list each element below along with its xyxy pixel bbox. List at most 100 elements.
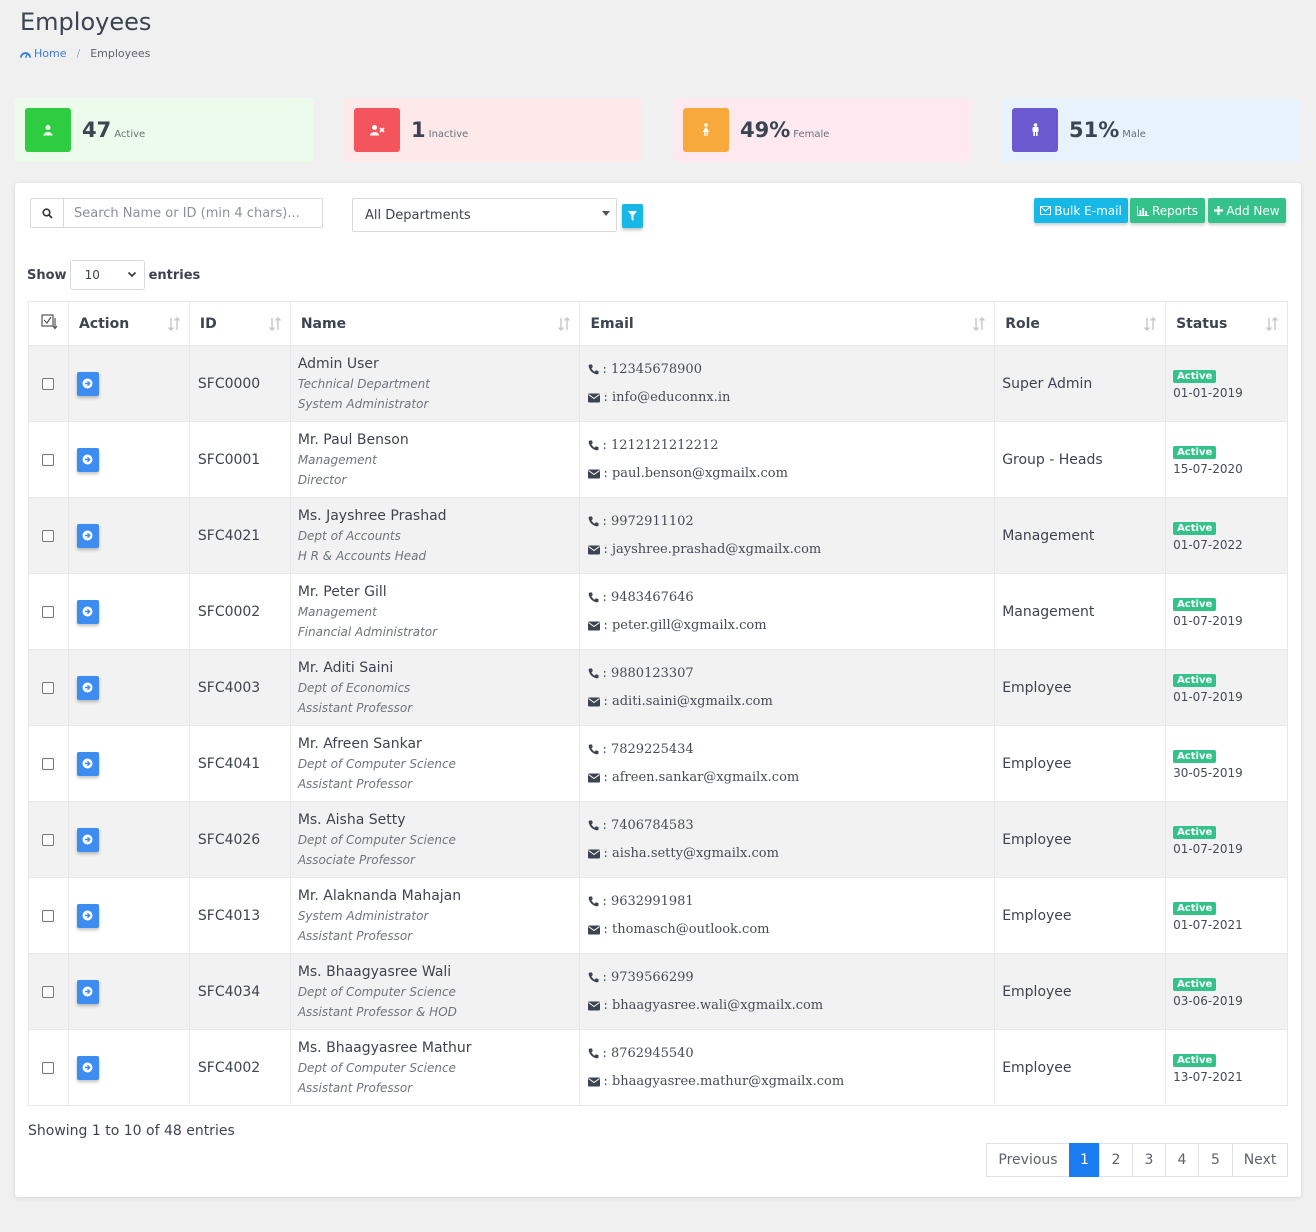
employee-department: Dept of Computer Science [297,756,456,771]
column-header-role[interactable]: Role [994,301,1167,346]
status-badge: Active [1173,370,1217,383]
column-header-label: Name [300,315,347,332]
pagination-page-2[interactable]: 2 [1099,1143,1133,1177]
row-action-cell [67,497,190,574]
pagination-next[interactable]: Next [1232,1143,1288,1177]
sort-icon [973,317,986,331]
email-line: : aisha.setty@xgmailx.com [588,840,994,868]
employee-contact-cell: : 1212121212212: paul.benson@xgmailx.com [579,421,996,498]
status-date: 01-01-2019 [1173,386,1243,400]
bulk-email-button[interactable]: Bulk E-mail [1034,198,1128,223]
page-length-select[interactable]: 10 [69,260,145,290]
view-employee-button[interactable] [76,523,99,548]
table-row: SFC4013 Mr. Alaknanda Mahajan System Admin… [28,877,1288,954]
sort-icon [167,317,180,331]
pagination: Previous 1 2 3 4 5 Next [986,1143,1288,1177]
row-select-cell [28,573,69,650]
employee-designation: Assistant Professor & HOD [297,1004,457,1019]
view-employee-button[interactable] [76,827,99,852]
view-employee-button[interactable] [76,751,99,776]
column-header-email[interactable]: Email [579,301,996,346]
view-employee-button[interactable] [76,903,99,928]
phone-line: : 7829225434 [588,736,994,764]
column-header-label: Action [78,315,130,332]
row-checkbox[interactable] [42,377,54,390]
reports-button[interactable]: Reports [1130,198,1205,223]
employees-card: All Departments Bulk E-mail Reports Add … [15,183,1301,1197]
department-select[interactable]: All Departments [352,198,617,232]
column-header-name[interactable]: Name [289,301,581,346]
row-action-cell [67,877,190,954]
envelope-icon [588,773,601,782]
view-employee-button[interactable] [76,447,99,472]
pagination-page-4[interactable]: 4 [1165,1143,1199,1177]
row-checkbox[interactable] [42,453,54,466]
employee-id: SFC4002 [188,1029,291,1106]
breadcrumb-home[interactable]: Home [20,47,66,60]
view-employee-button[interactable] [76,675,99,700]
page-length-value: 10 [84,268,100,282]
add-new-button[interactable]: Add New [1208,198,1286,223]
email-line: : jayshree.prashad@xgmailx.com [588,536,994,564]
column-header-label: Status [1176,315,1228,332]
row-checkbox[interactable] [42,757,54,770]
status-date: 13-07-2021 [1173,1070,1243,1084]
search-input[interactable] [63,198,323,228]
pagination-previous[interactable]: Previous [986,1143,1070,1177]
search-icon[interactable] [30,198,63,228]
row-checkbox[interactable] [42,833,54,846]
row-select-cell [28,421,69,498]
row-action-cell [67,725,190,802]
pagination-page-1[interactable]: 1 [1069,1143,1100,1177]
status-badge: Active [1173,1054,1217,1067]
row-checkbox[interactable] [42,909,54,922]
view-employee-button[interactable] [76,1055,99,1080]
select-all-header[interactable] [28,301,69,346]
pagination-page-5[interactable]: 5 [1198,1143,1233,1177]
column-header-status[interactable]: Status [1165,301,1288,346]
employee-name-cell: Ms. Aisha Setty Dept of Computer Science A… [289,801,581,878]
view-employee-button[interactable] [76,371,99,396]
table-row: SFC4003 Mr. Aditi Saini Dept of Economics A… [28,649,1288,726]
status-date: 01-07-2019 [1173,614,1243,628]
employee-phone: : 1212121212212 [602,438,719,453]
row-checkbox[interactable] [42,529,54,542]
phone-icon [589,668,599,679]
employee-status-cell: Active 13-07-2021 [1165,1029,1288,1106]
email-line: : thomasch@outlook.com [588,916,994,944]
column-header-id[interactable]: ID [188,301,291,346]
employee-role: Employee [994,953,1167,1030]
column-header-label: Role [1005,315,1040,332]
employee-department: Dept of Economics [297,680,411,695]
view-employee-button[interactable] [76,599,99,624]
dashboard-icon [20,51,31,58]
phone-icon [589,896,599,907]
employee-contact-cell: : 7829225434: afreen.sankar@xgmailx.com [579,725,996,802]
row-checkbox[interactable] [42,1061,54,1074]
view-employee-button[interactable] [76,979,99,1004]
sort-icon [1266,317,1278,331]
sort-icon [558,317,571,331]
phone-line: : 1212121212212 [588,432,994,460]
filter-button[interactable] [622,204,643,228]
phone-icon [589,516,599,527]
employee-role: Employee [994,725,1167,802]
employee-role: Super Admin [994,345,1167,422]
table-row: SFC0001 Mr. Paul Benson Management Director… [28,421,1288,498]
stat-label: Female [793,128,830,140]
arrow-circle-right-icon [82,454,93,465]
pagination-page-3[interactable]: 3 [1132,1143,1166,1177]
row-checkbox[interactable] [42,605,54,618]
employee-name-cell: Mr. Peter Gill Management Financial Admini… [289,573,581,650]
row-checkbox[interactable] [42,985,54,998]
search-group [30,198,323,228]
envelope-icon [588,925,601,934]
employee-name-cell: Admin User Technical Department System Adm… [289,345,581,422]
bar-chart-icon [1136,205,1149,216]
reports-label: Reports [1151,203,1199,218]
row-checkbox[interactable] [42,681,54,694]
employee-designation: System Administrator [297,396,429,411]
column-header-action[interactable]: Action [67,301,190,346]
employee-role: Employee [994,649,1167,726]
stat-value: 1 [411,118,426,142]
